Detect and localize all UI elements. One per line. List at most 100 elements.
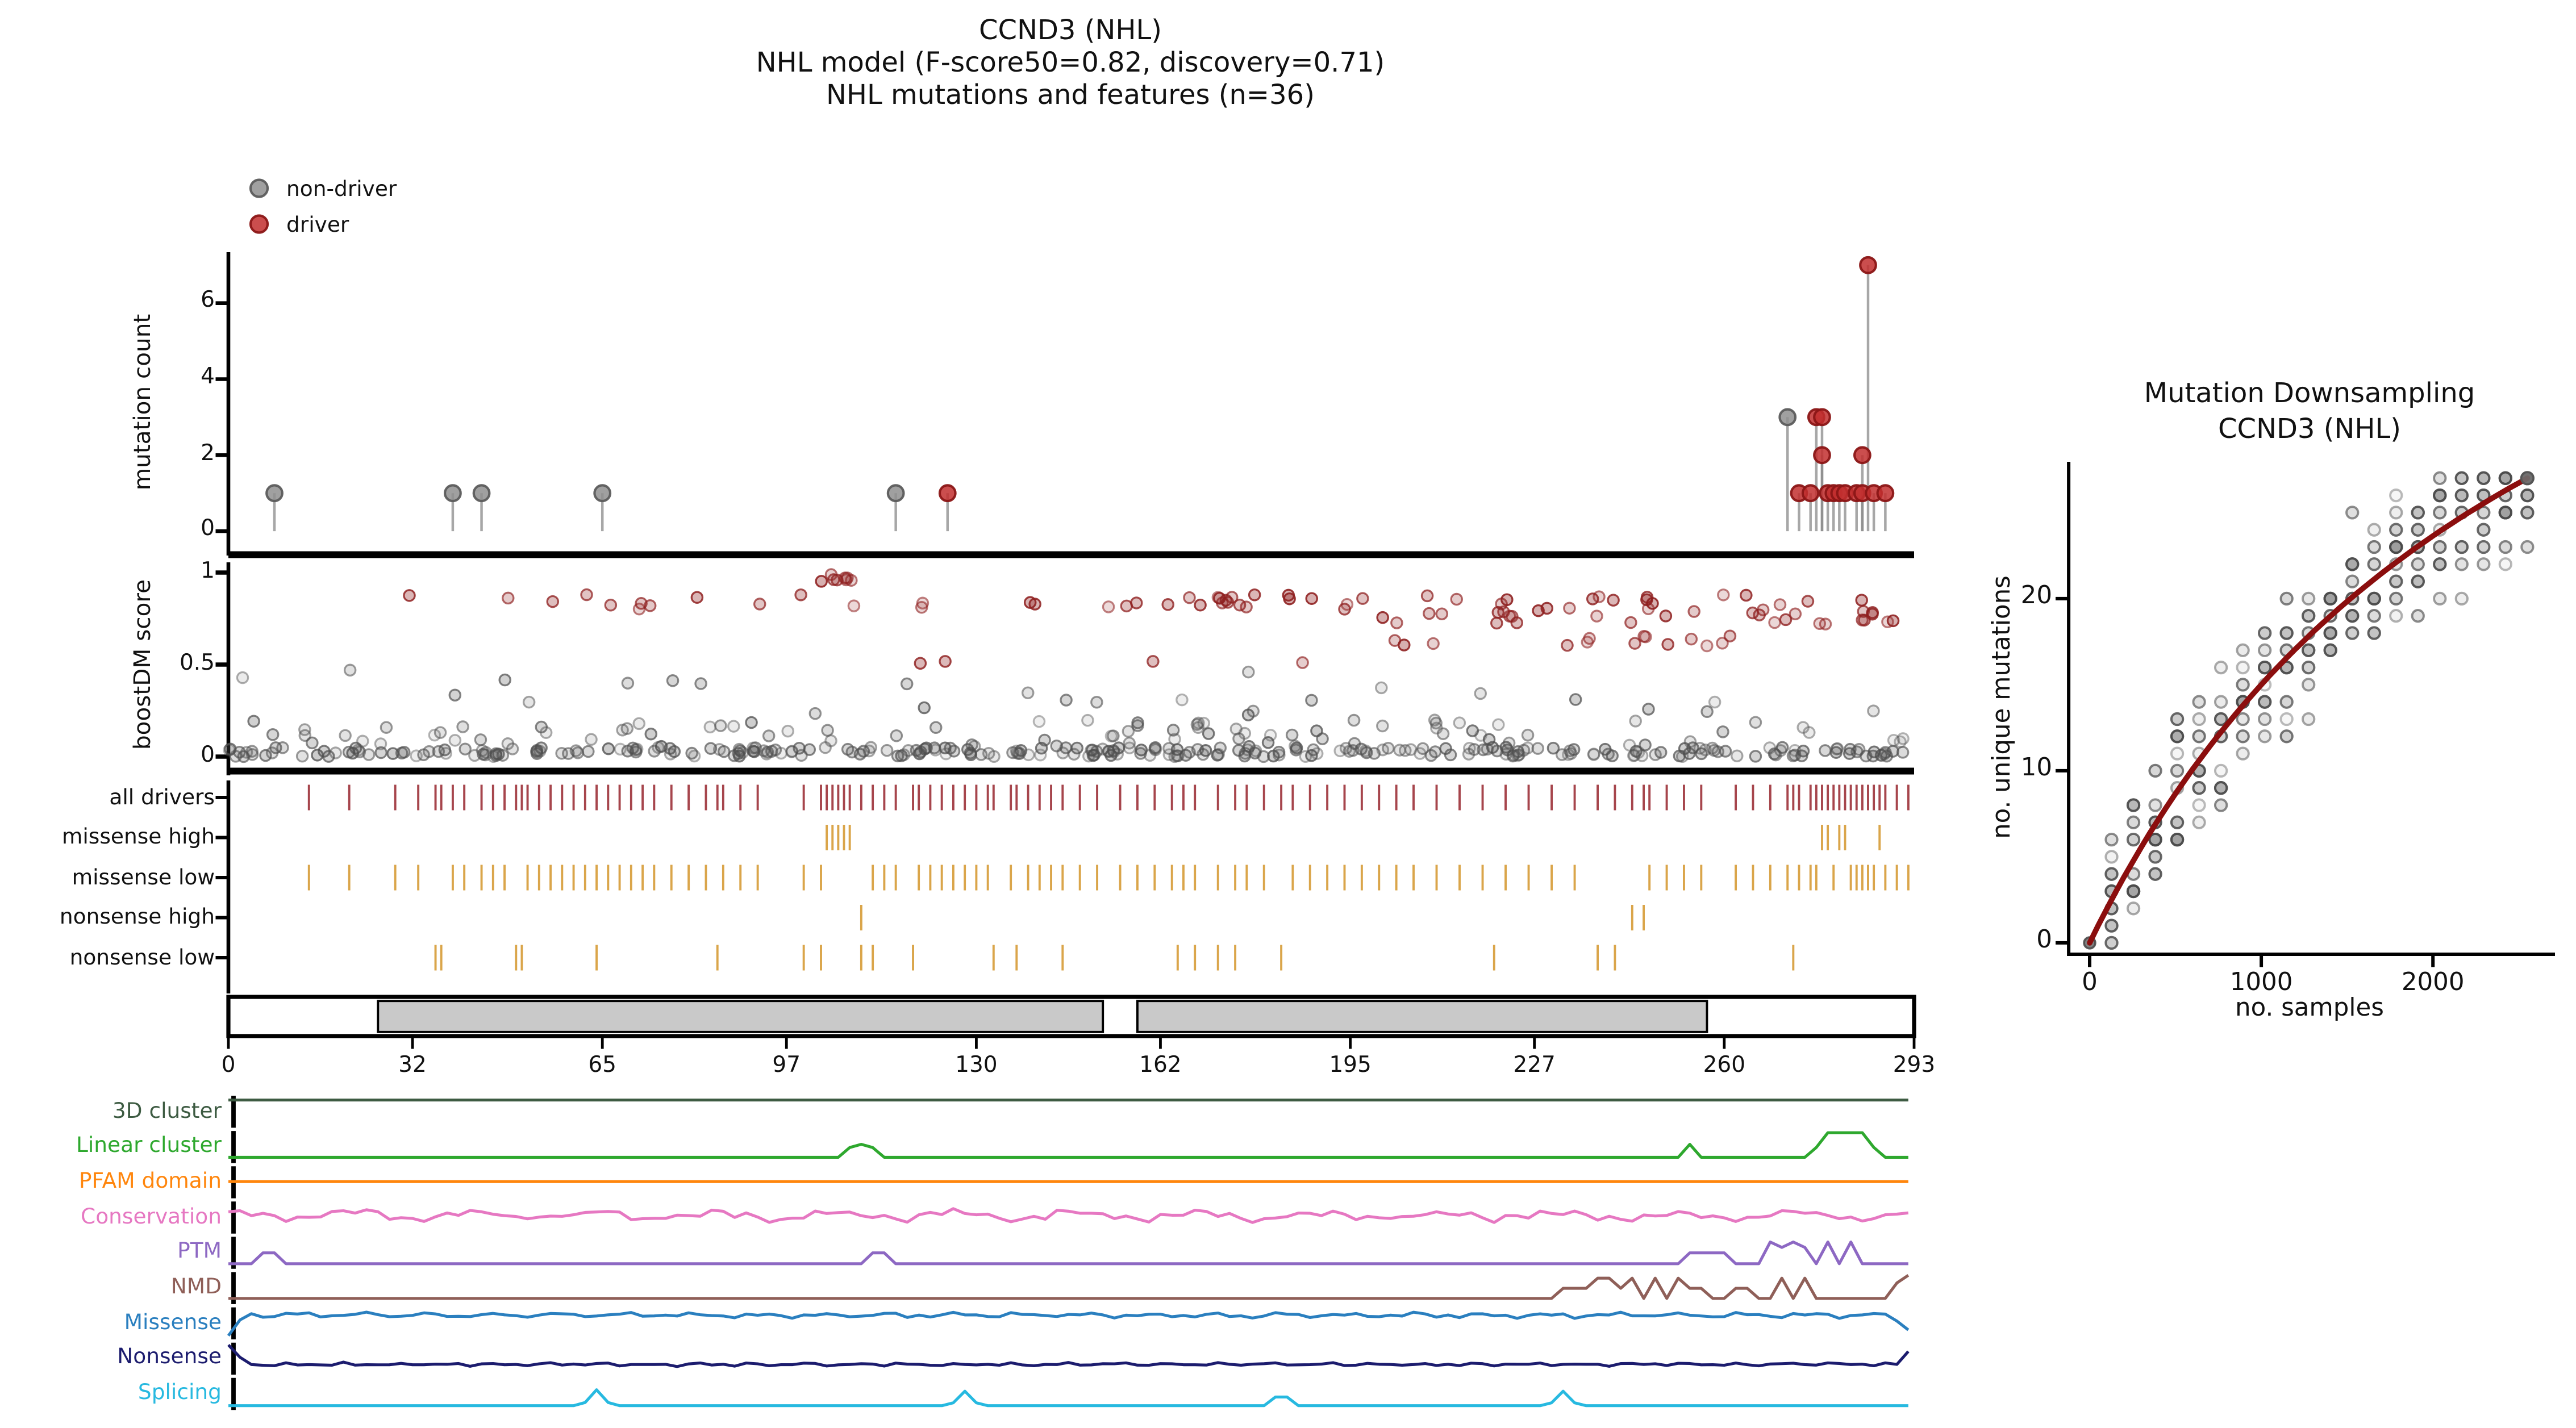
- feature-label-nmd: NMD: [170, 1273, 222, 1298]
- mutation-dot-driver: [1813, 446, 1831, 465]
- boostdm-point-non_driver: [1474, 687, 1487, 700]
- needle-y-tick-label: 0: [201, 516, 215, 542]
- boostdm-point-non_driver: [745, 716, 758, 729]
- down-point: [2411, 506, 2425, 520]
- down-point: [2520, 506, 2535, 520]
- boostdm-point-non_driver: [714, 719, 727, 732]
- boostdm-point-non_driver: [1477, 743, 1490, 757]
- boostdm-point-driver: [1129, 596, 1143, 609]
- boostdm-point-non_driver: [1199, 744, 1212, 757]
- boostdm-point-driver: [1491, 606, 1505, 619]
- boostdm-point-non_driver: [1168, 733, 1181, 746]
- down-point: [2214, 712, 2228, 726]
- feature-label-missense: Missense: [124, 1308, 222, 1334]
- down-point: [2323, 626, 2337, 640]
- boostdm-point-non_driver: [1399, 744, 1412, 757]
- down-point: [2433, 506, 2447, 520]
- boostdm-point-non_driver: [1786, 749, 1800, 762]
- boostdm-point-non_driver: [1453, 716, 1466, 729]
- down-point: [2454, 488, 2469, 503]
- boostdm-point-driver: [1305, 592, 1318, 605]
- needle-y-tick-label: 6: [201, 289, 215, 315]
- down-point: [2389, 488, 2403, 503]
- boostdm-point-driver: [1561, 638, 1574, 652]
- down-point: [2389, 506, 2403, 520]
- down-point: [2302, 678, 2316, 692]
- down-point: [2411, 523, 2425, 537]
- down-point: [2192, 729, 2206, 744]
- boostdm-point-non_driver: [1896, 746, 1910, 759]
- boostdm-point-driver: [1450, 592, 1464, 606]
- down-trend-line: [2087, 475, 2531, 946]
- down-point: [2236, 712, 2250, 726]
- boostdm-point-non_driver: [1531, 742, 1544, 755]
- boostdm-point-non_driver: [1629, 745, 1643, 758]
- down-point: [2170, 815, 2185, 829]
- boostdm-point-non_driver: [1242, 665, 1255, 679]
- down-point: [2302, 660, 2316, 675]
- down-point: [2477, 540, 2491, 554]
- boostdm-point-non_driver: [353, 745, 366, 759]
- boostdm-point-non_driver: [1192, 716, 1205, 730]
- mutation-dot-non-driver: [265, 484, 284, 503]
- boostdm-point-non_driver: [1887, 734, 1900, 747]
- boostdm-point-driver: [847, 599, 861, 612]
- boostdm-point-non_driver: [929, 721, 943, 734]
- boostdm-point-non_driver: [1368, 747, 1381, 760]
- boostdm-point-non_driver: [343, 663, 357, 677]
- feature-label-ptm: PTM: [177, 1237, 222, 1263]
- boostdm-point-non_driver: [530, 745, 543, 758]
- down-point: [2433, 488, 2447, 503]
- down-point: [2411, 574, 2425, 588]
- boostdm-point-driver: [1388, 634, 1402, 647]
- feature-line-ptm: [228, 1241, 1908, 1266]
- boostdm-point-non_driver: [655, 740, 668, 753]
- down-point: [2389, 540, 2403, 554]
- boostdm-point-non_driver: [1172, 749, 1185, 762]
- boostdm-point-driver: [939, 655, 952, 668]
- boostdm-point-driver: [635, 597, 648, 610]
- boostdm-point-non_driver: [585, 733, 598, 746]
- boostdm-point-non_driver: [362, 748, 376, 761]
- boostdm-point-driver: [1716, 637, 1729, 650]
- boostdm-point-non_driver: [1831, 742, 1844, 755]
- boostdm-point-non_driver: [1257, 750, 1270, 763]
- boostdm-point-non_driver: [1649, 748, 1662, 761]
- feature-line-missense: [227, 1310, 1910, 1337]
- down-point: [2411, 609, 2425, 623]
- boostdm-y-tick-label: 0: [201, 742, 215, 768]
- down-point: [2126, 815, 2141, 829]
- down-point: [2454, 591, 2469, 606]
- boostdm-point-driver: [824, 568, 838, 581]
- down-point: [2192, 798, 2206, 812]
- boostdm-point-non_driver: [1285, 728, 1299, 742]
- down-point: [2433, 557, 2447, 571]
- boostdm-point-driver: [1753, 608, 1766, 621]
- boostdm-point-non_driver: [1289, 740, 1302, 753]
- boostdm-point-non_driver: [864, 741, 878, 754]
- downsampling-title-line-1: Mutation Downsampling: [2144, 377, 2475, 409]
- protein-x-tick-label: 195: [1329, 1052, 1372, 1078]
- down-point: [2367, 609, 2381, 623]
- boostdm-point-non_driver: [747, 745, 760, 758]
- feature-line-conservation: [228, 1207, 1909, 1224]
- boostdm-point-non_driver: [1012, 747, 1026, 761]
- boostdm-point-non_driver: [265, 746, 279, 759]
- down-point: [2214, 763, 2228, 778]
- boostdm-point-non_driver: [1547, 741, 1560, 755]
- boostdm-point-non_driver: [1264, 729, 1277, 742]
- boostdm-point-non_driver: [1629, 715, 1642, 728]
- boostdm-point-non_driver: [1131, 719, 1144, 732]
- boostdm-point-non_driver: [380, 721, 393, 734]
- boostdm-point-driver: [845, 574, 858, 587]
- down-point: [2477, 506, 2491, 520]
- boostdm-point-non_driver: [1299, 750, 1312, 763]
- mutation-dot-driver: [1801, 484, 1820, 503]
- boostdm-point-non_driver: [1796, 744, 1810, 758]
- protein-x-tick-label: 65: [588, 1052, 616, 1078]
- down-point: [2214, 712, 2228, 726]
- boostdm-point-non_driver: [1068, 748, 1081, 761]
- boostdm-point-non_driver: [1512, 748, 1525, 762]
- boostdm-point-non_driver: [352, 744, 365, 757]
